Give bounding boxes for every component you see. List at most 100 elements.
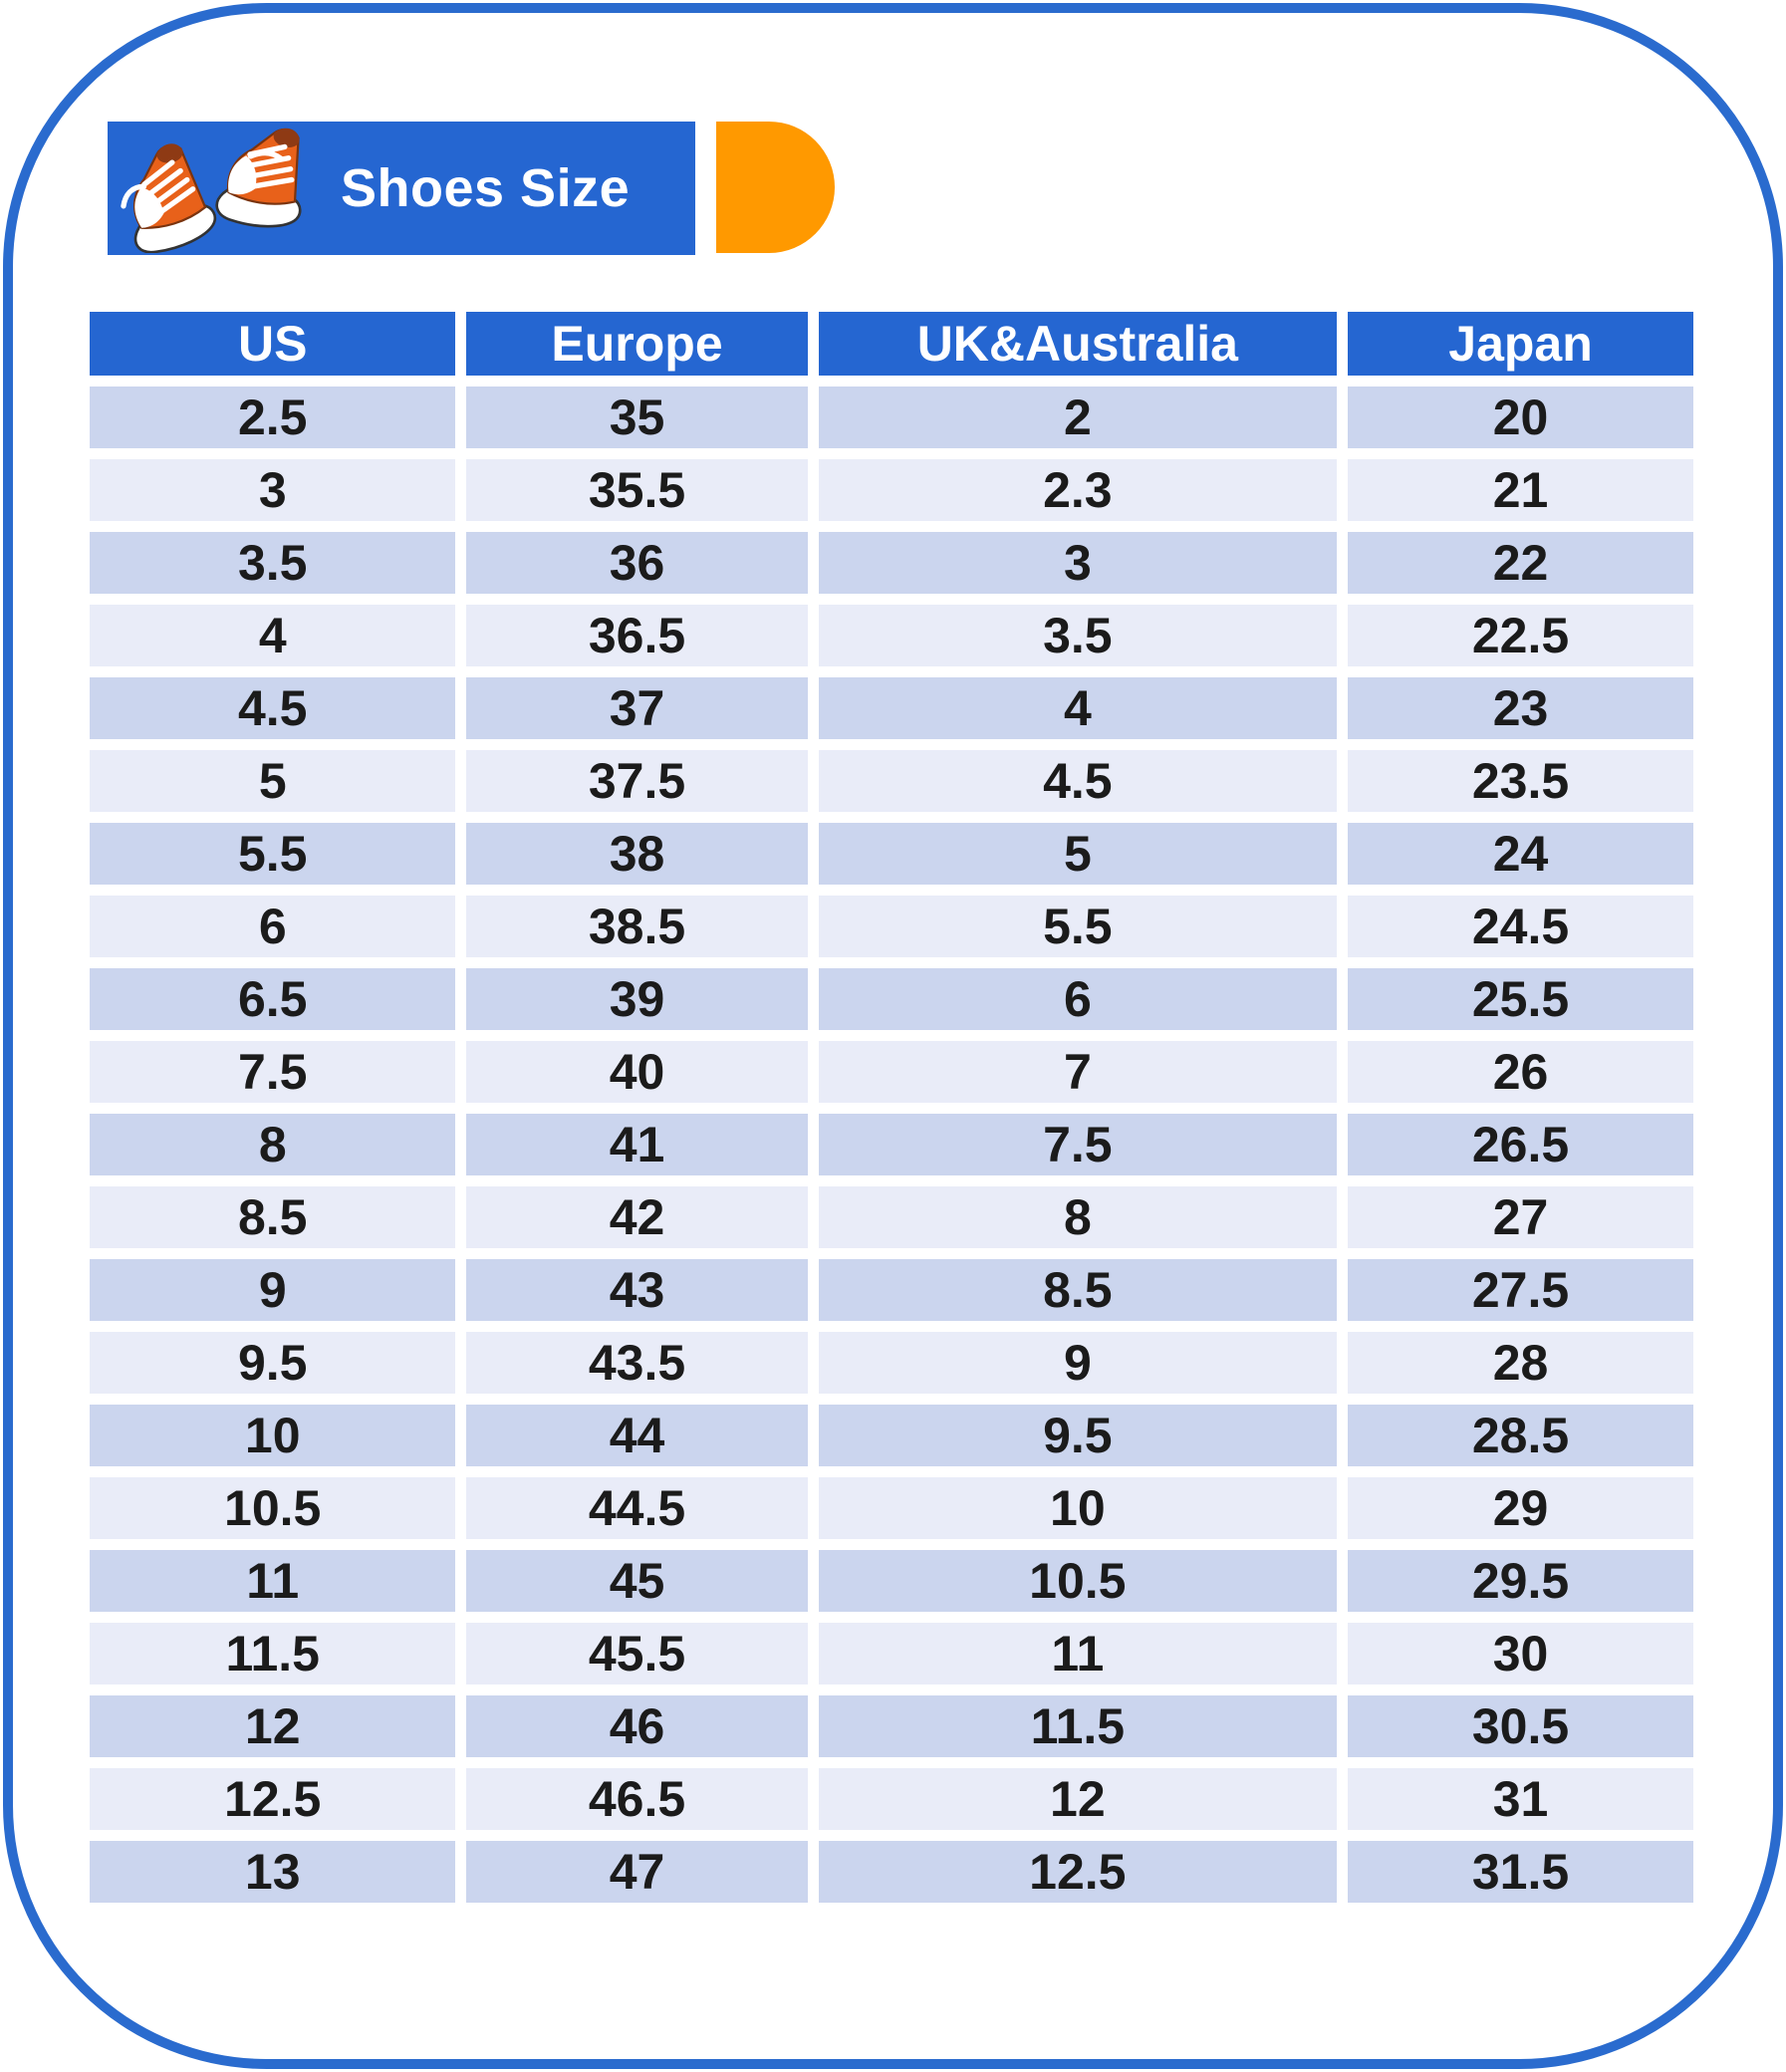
size-cell: 12	[90, 1695, 456, 1757]
size-cell: 11.5	[90, 1623, 456, 1684]
size-cell: 31.5	[1348, 1841, 1693, 1903]
size-cell: 24	[1348, 823, 1693, 885]
size-cell: 2.5	[90, 387, 456, 448]
size-table: US Europe UK&Australia Japan 2.5 35 2 20 3 35.5 2…	[79, 301, 1704, 1914]
size-cell: 24.5	[1348, 896, 1693, 957]
size-cell: 5.5	[90, 823, 456, 885]
size-cell: 9	[90, 1259, 456, 1321]
size-cell: 26.5	[1348, 1114, 1693, 1175]
table-row: 8.5 42 8 27	[90, 1186, 1693, 1248]
size-cell: 7	[818, 1041, 1338, 1103]
size-cell: 4.5	[90, 677, 456, 739]
size-cell: 3	[818, 532, 1338, 594]
table-row: 5 37.5 4.5 23.5	[90, 750, 1693, 812]
table-row: 4.5 37 4 23	[90, 677, 1693, 739]
table-row: 3.5 36 3 22	[90, 532, 1693, 594]
size-cell: 11	[90, 1550, 456, 1612]
orange-tab-shape	[716, 122, 835, 253]
size-cell: 30.5	[1348, 1695, 1693, 1757]
size-cell: 41	[466, 1114, 808, 1175]
size-cell: 9.5	[90, 1332, 456, 1394]
size-cell: 28.5	[1348, 1405, 1693, 1466]
size-cell: 20	[1348, 387, 1693, 448]
size-cell: 23.5	[1348, 750, 1693, 812]
size-table-header-row: US Europe UK&Australia Japan	[90, 312, 1693, 376]
size-cell: 10	[90, 1405, 456, 1466]
size-cell: 12	[818, 1768, 1338, 1830]
size-cell: 26	[1348, 1041, 1693, 1103]
size-cell: 7.5	[818, 1114, 1338, 1175]
size-cell: 44.5	[466, 1477, 808, 1539]
size-cell: 6	[90, 896, 456, 957]
table-row: 11 45 10.5 29.5	[90, 1550, 1693, 1612]
table-row: 9 43 8.5 27.5	[90, 1259, 1693, 1321]
size-cell: 5	[818, 823, 1338, 885]
table-row: 10 44 9.5 28.5	[90, 1405, 1693, 1466]
table-row: 12.5 46.5 12 31	[90, 1768, 1693, 1830]
size-table-body: 2.5 35 2 20 3 35.5 2.3 21 3.5 36 3 22 4 36.5 3.5 22.5 4.…	[90, 387, 1693, 1903]
size-cell: 42	[466, 1186, 808, 1248]
size-cell: 8	[90, 1114, 456, 1175]
sneakers-icon	[121, 128, 302, 253]
table-row: 2.5 35 2 20	[90, 387, 1693, 448]
title-banner: Shoes Size	[108, 122, 695, 255]
size-cell: 37.5	[466, 750, 808, 812]
size-cell: 43.5	[466, 1332, 808, 1394]
table-row: 4 36.5 3.5 22.5	[90, 605, 1693, 666]
size-cell: 5	[90, 750, 456, 812]
size-cell: 43	[466, 1259, 808, 1321]
size-cell: 7.5	[90, 1041, 456, 1103]
size-cell: 46	[466, 1695, 808, 1757]
size-cell: 2	[818, 387, 1338, 448]
size-cell: 8.5	[90, 1186, 456, 1248]
size-cell: 47	[466, 1841, 808, 1903]
size-cell: 35	[466, 387, 808, 448]
size-cell: 29.5	[1348, 1550, 1693, 1612]
size-cell: 35.5	[466, 459, 808, 521]
size-cell: 3.5	[90, 532, 456, 594]
size-cell: 30	[1348, 1623, 1693, 1684]
size-cell: 22	[1348, 532, 1693, 594]
size-cell: 29	[1348, 1477, 1693, 1539]
table-row: 3 35.5 2.3 21	[90, 459, 1693, 521]
size-cell: 46.5	[466, 1768, 808, 1830]
size-cell: 4.5	[818, 750, 1338, 812]
column-header: UK&Australia	[818, 312, 1338, 376]
table-row: 6.5 39 6 25.5	[90, 968, 1693, 1030]
size-cell: 40	[466, 1041, 808, 1103]
table-row: 11.5 45.5 11 30	[90, 1623, 1693, 1684]
size-cell: 45	[466, 1550, 808, 1612]
size-cell: 23	[1348, 677, 1693, 739]
column-header: US	[90, 312, 456, 376]
table-row: 9.5 43.5 9 28	[90, 1332, 1693, 1394]
size-cell: 10	[818, 1477, 1338, 1539]
size-cell: 10.5	[818, 1550, 1338, 1612]
size-cell: 39	[466, 968, 808, 1030]
size-cell: 5.5	[818, 896, 1338, 957]
size-cell: 36.5	[466, 605, 808, 666]
table-row: 13 47 12.5 31.5	[90, 1841, 1693, 1903]
size-cell: 4	[818, 677, 1338, 739]
size-cell: 13	[90, 1841, 456, 1903]
size-cell: 38	[466, 823, 808, 885]
size-cell: 6.5	[90, 968, 456, 1030]
size-cell: 2.3	[818, 459, 1338, 521]
size-cell: 36	[466, 532, 808, 594]
size-cell: 45.5	[466, 1623, 808, 1684]
size-cell: 28	[1348, 1332, 1693, 1394]
size-cell: 38.5	[466, 896, 808, 957]
size-cell: 37	[466, 677, 808, 739]
size-cell: 10.5	[90, 1477, 456, 1539]
size-cell: 12.5	[818, 1841, 1338, 1903]
size-cell: 8.5	[818, 1259, 1338, 1321]
table-row: 12 46 11.5 30.5	[90, 1695, 1693, 1757]
size-cell: 11.5	[818, 1695, 1338, 1757]
size-cell: 11	[818, 1623, 1338, 1684]
size-cell: 22.5	[1348, 605, 1693, 666]
size-cell: 4	[90, 605, 456, 666]
size-cell: 12.5	[90, 1768, 456, 1830]
size-cell: 21	[1348, 459, 1693, 521]
size-cell: 3.5	[818, 605, 1338, 666]
size-cell: 3	[90, 459, 456, 521]
size-cell: 8	[818, 1186, 1338, 1248]
